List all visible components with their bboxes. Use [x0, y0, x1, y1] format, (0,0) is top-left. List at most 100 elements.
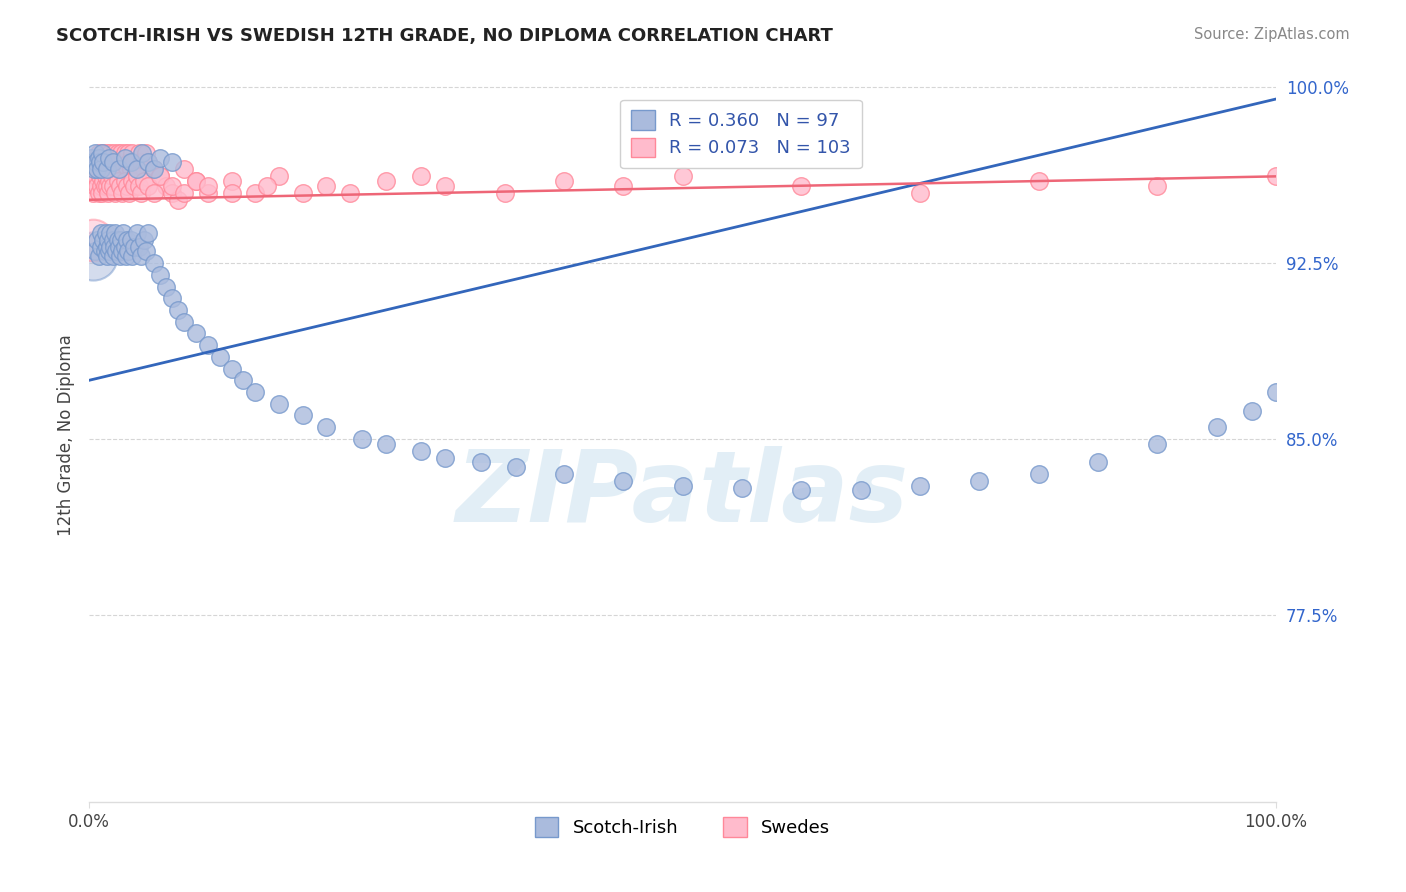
Point [101, 233, 124, 247]
Point [291, 409, 314, 423]
Point [221, 174, 243, 188]
Point [94, 226, 117, 240]
Point [83, 174, 105, 188]
Point [122, 155, 145, 169]
Point [97, 186, 120, 200]
Point [155, 178, 177, 193]
Point [197, 186, 219, 200]
Point [197, 338, 219, 352]
Point [671, 169, 693, 184]
Point [232, 373, 254, 387]
Point [1146, 436, 1168, 450]
Point [1087, 455, 1109, 469]
Point [1028, 467, 1050, 481]
Point [114, 174, 136, 188]
Point [90, 240, 112, 254]
Point [125, 162, 148, 177]
Point [100, 145, 122, 160]
Point [908, 479, 931, 493]
Point [122, 240, 145, 254]
Point [100, 226, 122, 240]
Point [339, 186, 361, 200]
Point [87, 145, 110, 160]
Point [553, 174, 575, 188]
Point [98, 162, 121, 177]
Point [103, 145, 125, 160]
Point [173, 315, 195, 329]
Point [93, 155, 115, 169]
Point [107, 145, 129, 160]
Point [107, 162, 129, 177]
Point [256, 178, 278, 193]
Point [115, 178, 138, 193]
Point [1265, 384, 1288, 399]
Point [103, 240, 125, 254]
Point [96, 178, 118, 193]
Point [790, 178, 813, 193]
Point [115, 162, 138, 177]
Point [115, 249, 138, 263]
Point [100, 178, 122, 193]
Point [97, 233, 120, 247]
Point [129, 249, 152, 263]
Point [131, 145, 153, 160]
Point [90, 178, 112, 193]
Point [849, 483, 872, 498]
Point [98, 151, 121, 165]
Point [110, 145, 132, 160]
Point [96, 249, 118, 263]
Point [101, 249, 124, 263]
Point [470, 455, 492, 469]
Point [434, 178, 457, 193]
Point [93, 244, 115, 259]
Point [82, 233, 104, 247]
Point [129, 186, 152, 200]
Point [121, 145, 143, 160]
Point [149, 151, 172, 165]
Point [352, 432, 374, 446]
Point [553, 467, 575, 481]
Point [434, 450, 457, 465]
Point [117, 145, 139, 160]
Point [87, 186, 110, 200]
Point [86, 233, 108, 247]
Point [138, 155, 160, 169]
Point [132, 233, 155, 247]
Point [132, 162, 155, 177]
Point [120, 155, 142, 169]
Point [104, 155, 127, 169]
Point [115, 155, 138, 169]
Point [84, 244, 107, 259]
Point [135, 145, 157, 160]
Point [111, 244, 134, 259]
Point [1028, 174, 1050, 188]
Point [143, 256, 166, 270]
Point [267, 397, 290, 411]
Point [80, 151, 103, 165]
Point [89, 155, 111, 169]
Point [98, 174, 121, 188]
Point [173, 162, 195, 177]
Point [167, 193, 190, 207]
Point [138, 178, 160, 193]
Point [108, 162, 131, 177]
Point [197, 178, 219, 193]
Point [122, 178, 145, 193]
Point [132, 174, 155, 188]
Point [114, 151, 136, 165]
Point [91, 174, 114, 188]
Point [221, 186, 243, 200]
Point [112, 162, 135, 177]
Point [112, 226, 135, 240]
Point [111, 155, 134, 169]
Point [110, 233, 132, 247]
Point [1146, 178, 1168, 193]
Point [94, 162, 117, 177]
Point [160, 178, 183, 193]
Point [94, 169, 117, 184]
Point [100, 155, 122, 169]
Point [128, 240, 150, 254]
Point [87, 151, 110, 165]
Point [160, 155, 183, 169]
Point [91, 186, 114, 200]
